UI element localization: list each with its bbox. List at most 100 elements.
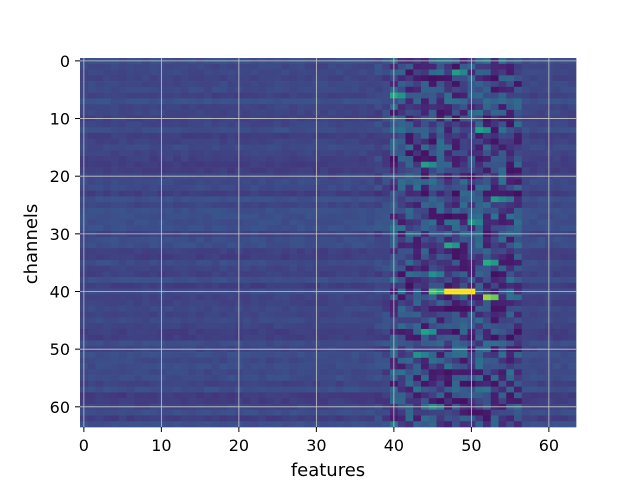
heatmap-cell xyxy=(188,363,197,370)
heatmap-cell xyxy=(95,254,104,261)
heatmap-cell xyxy=(335,132,344,140)
heatmap-cell xyxy=(374,305,383,313)
heatmap-cell xyxy=(95,86,104,93)
heatmap-cell xyxy=(173,352,182,359)
heatmap-cell xyxy=(196,190,205,197)
heatmap-cell xyxy=(111,398,120,405)
heatmap-cell xyxy=(87,415,96,422)
heatmap-cell xyxy=(351,265,360,272)
heatmap-cell xyxy=(266,109,275,117)
heatmap-cell xyxy=(328,150,337,157)
heatmap-cell xyxy=(397,207,406,215)
heatmap-cell xyxy=(281,340,290,347)
heatmap-cell xyxy=(219,259,228,266)
heatmap-cell xyxy=(521,156,530,163)
heatmap-cell xyxy=(173,167,182,174)
heatmap-cell xyxy=(328,311,337,318)
heatmap-cell xyxy=(459,144,468,151)
heatmap-cell xyxy=(134,207,143,215)
heatmap-cell xyxy=(444,213,453,220)
heatmap-cell xyxy=(552,271,561,278)
heatmap-cell xyxy=(490,138,499,145)
heatmap-cell xyxy=(196,98,205,105)
heatmap-cell xyxy=(483,259,492,266)
heatmap-cell xyxy=(126,190,135,197)
heatmap-cell xyxy=(382,265,391,272)
heatmap-cell xyxy=(258,369,267,376)
heatmap-cell xyxy=(165,282,174,289)
heatmap-cell xyxy=(320,98,329,105)
heatmap-cell xyxy=(258,340,267,347)
heatmap-cell xyxy=(521,265,530,272)
heatmap-cell xyxy=(560,92,569,99)
heatmap-cell xyxy=(537,265,546,272)
heatmap-cell xyxy=(436,150,445,157)
heatmap-cell xyxy=(196,202,205,209)
heatmap-cell xyxy=(374,98,383,105)
heatmap-cell xyxy=(95,380,104,387)
heatmap-cell xyxy=(328,357,337,364)
heatmap-cell xyxy=(452,248,461,255)
heatmap-cell xyxy=(227,409,236,416)
heatmap-cell xyxy=(211,242,220,249)
heatmap-cell xyxy=(242,69,251,76)
heatmap-cell xyxy=(304,352,313,359)
heatmap-cell xyxy=(529,294,538,301)
heatmap-cell xyxy=(475,225,484,232)
heatmap-cell xyxy=(351,323,360,330)
heatmap-cell xyxy=(204,380,213,387)
heatmap-cell xyxy=(537,415,546,422)
heatmap-cell xyxy=(250,98,259,105)
heatmap-cell xyxy=(366,63,375,70)
heatmap-cell xyxy=(537,81,546,88)
heatmap-cell xyxy=(188,184,197,191)
heatmap-cell xyxy=(273,294,282,301)
heatmap-cell xyxy=(297,225,306,232)
heatmap-cell xyxy=(118,305,127,313)
heatmap-cell xyxy=(242,132,251,140)
heatmap-cell xyxy=(405,127,414,134)
heatmap-cell xyxy=(374,398,383,405)
heatmap-cell xyxy=(506,334,515,341)
heatmap-cell xyxy=(126,138,135,145)
heatmap-cell xyxy=(537,282,546,289)
heatmap-cell xyxy=(428,242,437,249)
heatmap-cell xyxy=(126,409,135,416)
heatmap-cell xyxy=(366,127,375,134)
heatmap-cell xyxy=(266,409,275,416)
heatmap-cell xyxy=(428,294,437,301)
heatmap-cell xyxy=(537,144,546,151)
heatmap-cell xyxy=(405,179,414,186)
heatmap-cell xyxy=(428,213,437,220)
heatmap-cell xyxy=(490,271,499,278)
heatmap-cell xyxy=(118,242,127,249)
heatmap-cell xyxy=(219,357,228,364)
heatmap-cell xyxy=(320,328,329,336)
heatmap-cell xyxy=(537,398,546,405)
heatmap-cell xyxy=(250,225,259,232)
heatmap-cell xyxy=(428,311,437,318)
heatmap-cell xyxy=(444,104,453,111)
heatmap-cell xyxy=(188,69,197,76)
heatmap-cell xyxy=(258,277,267,284)
heatmap-cell xyxy=(118,207,127,215)
heatmap-cell xyxy=(304,323,313,330)
heatmap-cell xyxy=(266,398,275,405)
heatmap-cell xyxy=(149,109,158,117)
heatmap-cell xyxy=(421,132,430,140)
heatmap-cell xyxy=(529,219,538,226)
heatmap-cell xyxy=(397,282,406,289)
heatmap-cell xyxy=(335,179,344,186)
heatmap-cell xyxy=(134,259,143,266)
heatmap-cell xyxy=(514,254,523,261)
heatmap-cell xyxy=(483,121,492,128)
heatmap-cell xyxy=(436,271,445,278)
heatmap-cell xyxy=(475,179,484,186)
heatmap-cell xyxy=(281,109,290,117)
heatmap-cell xyxy=(428,98,437,105)
heatmap-cell xyxy=(211,311,220,318)
heatmap-cell xyxy=(413,392,422,399)
heatmap-cell xyxy=(343,138,352,145)
heatmap-cell xyxy=(405,184,414,191)
heatmap-cell xyxy=(273,144,282,151)
